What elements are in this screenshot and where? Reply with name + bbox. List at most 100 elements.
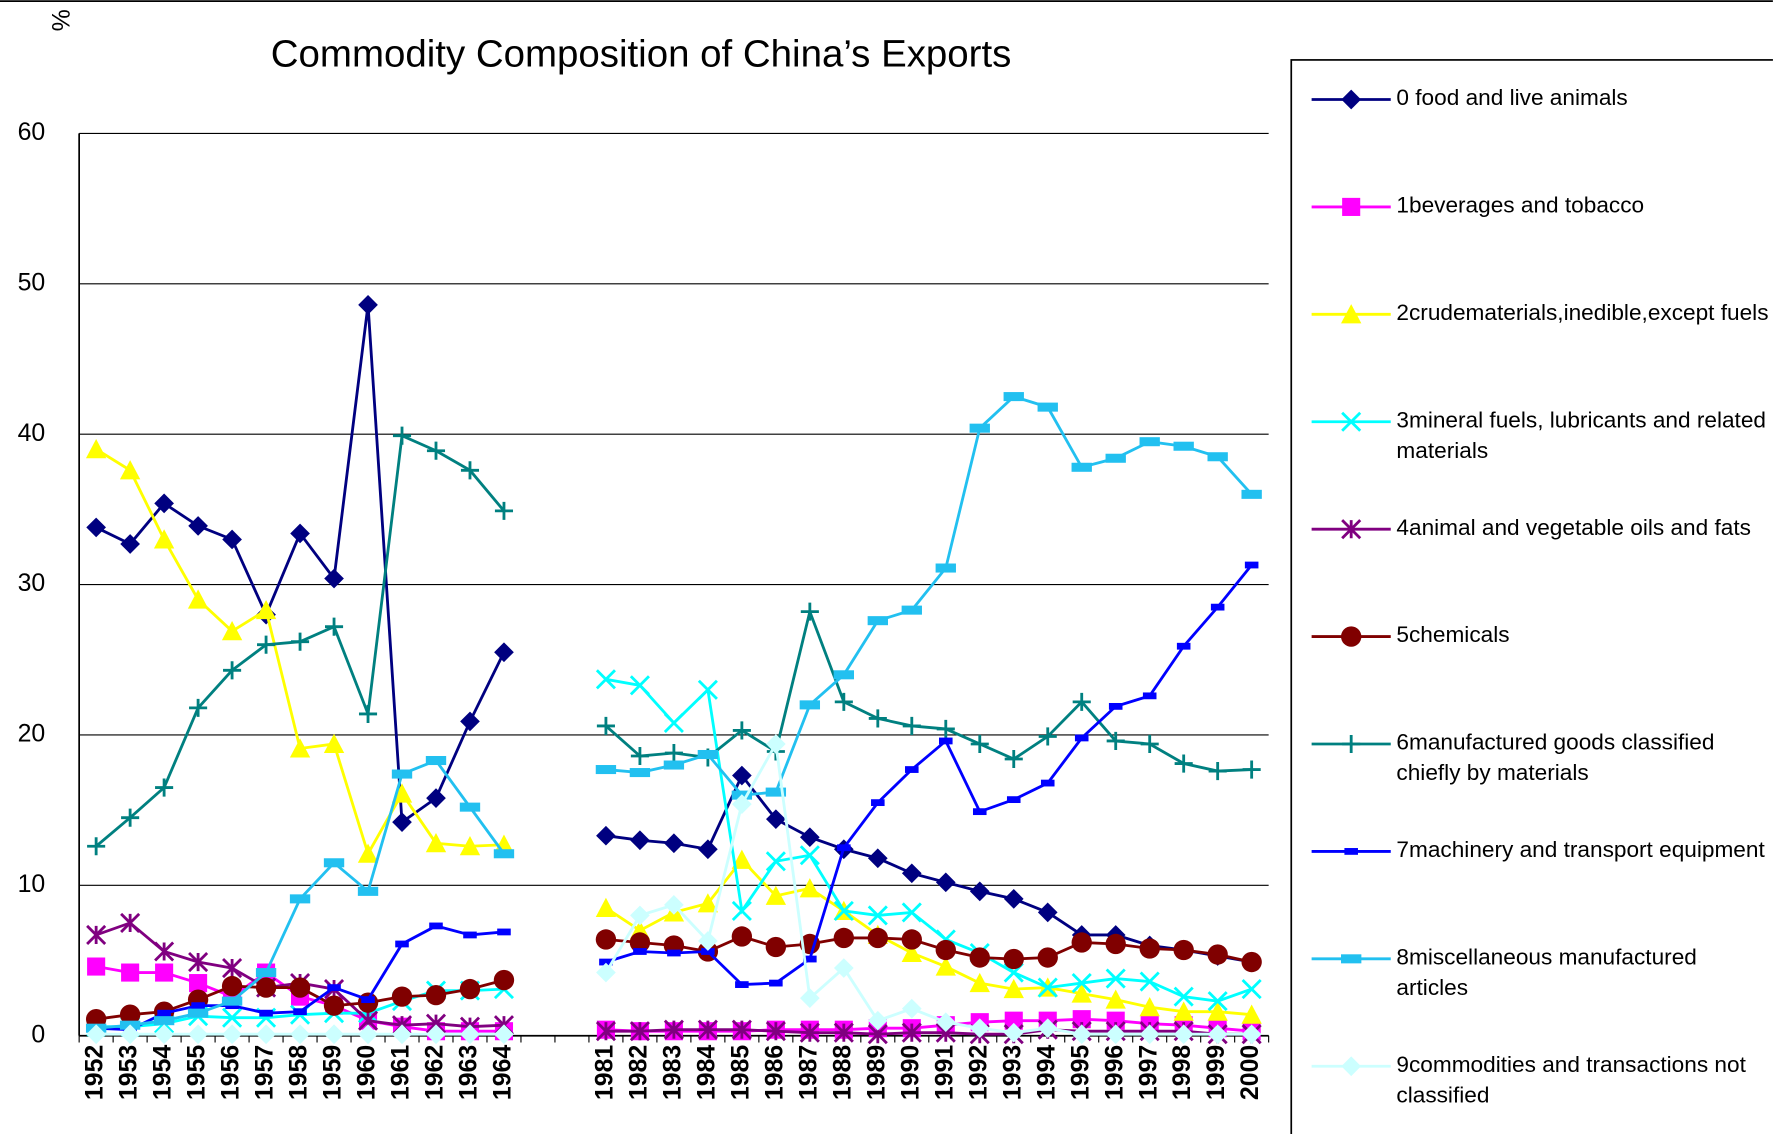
marker bbox=[629, 675, 650, 696]
marker bbox=[698, 931, 718, 951]
marker bbox=[255, 968, 277, 978]
marker bbox=[667, 949, 681, 957]
marker bbox=[1241, 979, 1262, 1000]
marker bbox=[1242, 760, 1261, 779]
marker bbox=[1004, 749, 1023, 769]
marker bbox=[935, 872, 956, 893]
marker bbox=[765, 936, 787, 958]
marker bbox=[969, 972, 990, 993]
marker bbox=[629, 1021, 650, 1042]
legend-label: 6manufactured goods classified chiefly b… bbox=[1396, 730, 1715, 786]
marker bbox=[497, 928, 511, 936]
marker bbox=[799, 827, 820, 848]
marker bbox=[1173, 939, 1194, 961]
x-tick-label: 1995 bbox=[1066, 1045, 1094, 1100]
legend-label: 4animal and vegetable oils and fats bbox=[1396, 515, 1751, 541]
marker bbox=[1241, 951, 1262, 973]
marker bbox=[1071, 983, 1092, 1003]
marker bbox=[494, 642, 514, 663]
legend-label: 0 food and live animals bbox=[1396, 85, 1628, 111]
marker bbox=[697, 749, 719, 760]
marker bbox=[222, 529, 242, 550]
x-tick-label: 1994 bbox=[1032, 1045, 1060, 1100]
marker bbox=[494, 501, 514, 520]
marker bbox=[87, 837, 106, 856]
marker bbox=[155, 778, 174, 797]
marker bbox=[1105, 1024, 1126, 1045]
marker bbox=[289, 977, 311, 998]
marker bbox=[935, 563, 956, 573]
marker bbox=[867, 927, 888, 949]
y-tick-label: 40 bbox=[18, 419, 46, 447]
marker bbox=[936, 719, 955, 738]
marker bbox=[595, 929, 617, 950]
marker bbox=[1342, 197, 1361, 216]
marker bbox=[1071, 1024, 1092, 1045]
marker bbox=[935, 1012, 956, 1033]
marker bbox=[155, 963, 174, 982]
marker bbox=[188, 1024, 208, 1045]
marker bbox=[395, 940, 409, 948]
series bbox=[86, 734, 1262, 1045]
marker bbox=[189, 698, 208, 717]
marker bbox=[633, 948, 647, 955]
marker bbox=[596, 962, 616, 983]
marker bbox=[1342, 734, 1361, 754]
marker bbox=[1106, 731, 1125, 751]
x-tick-label: 1985 bbox=[726, 1045, 754, 1100]
marker bbox=[257, 635, 276, 654]
marker bbox=[766, 809, 786, 830]
marker bbox=[799, 988, 820, 1008]
marker bbox=[392, 1024, 412, 1045]
marker bbox=[187, 1008, 209, 1018]
marker bbox=[153, 1016, 175, 1026]
marker bbox=[868, 709, 887, 728]
x-tick-label: 1986 bbox=[760, 1045, 788, 1100]
marker bbox=[596, 825, 616, 846]
x-tick-label: 1993 bbox=[998, 1045, 1026, 1100]
marker bbox=[1207, 1024, 1228, 1045]
marker bbox=[459, 802, 481, 812]
marker bbox=[1105, 933, 1126, 955]
marker bbox=[425, 833, 447, 853]
x-tick-label: 1999 bbox=[1202, 1045, 1230, 1100]
x-tick-label: 1960 bbox=[353, 1045, 381, 1100]
series bbox=[89, 561, 1259, 1034]
marker bbox=[1207, 1001, 1228, 1021]
marker bbox=[425, 984, 447, 1006]
y-axis-label: % bbox=[46, 9, 74, 31]
series bbox=[86, 295, 1262, 972]
marker bbox=[391, 783, 413, 803]
x-tick-label: 1963 bbox=[455, 1045, 483, 1100]
series-line bbox=[95, 304, 1252, 964]
legend-label: 3mineral fuels, lubricants and related m… bbox=[1396, 408, 1766, 464]
legend-label: 9commodities and transactions not classi… bbox=[1396, 1052, 1746, 1109]
marker bbox=[871, 799, 885, 807]
marker bbox=[1341, 519, 1362, 540]
marker bbox=[1071, 973, 1092, 994]
legend-label: 2crudematerials,inedible,except fuels bbox=[1396, 300, 1769, 326]
marker bbox=[392, 426, 412, 445]
marker bbox=[494, 1024, 514, 1045]
marker bbox=[1037, 1018, 1058, 1039]
marker bbox=[595, 669, 616, 690]
marker bbox=[255, 977, 277, 998]
marker bbox=[86, 517, 106, 538]
marker bbox=[595, 897, 617, 917]
marker bbox=[697, 893, 719, 913]
marker bbox=[663, 1019, 684, 1040]
marker bbox=[765, 885, 787, 905]
marker bbox=[969, 881, 990, 902]
marker bbox=[154, 941, 175, 962]
marker bbox=[731, 1019, 752, 1040]
marker bbox=[324, 1024, 344, 1045]
marker bbox=[731, 926, 753, 947]
marker bbox=[867, 1010, 888, 1031]
marker bbox=[157, 1009, 171, 1017]
legend-label: 1beverages and tobacco bbox=[1396, 193, 1645, 219]
x-tick-label: 1956 bbox=[217, 1045, 245, 1100]
marker bbox=[1105, 968, 1126, 989]
marker bbox=[1241, 489, 1262, 499]
